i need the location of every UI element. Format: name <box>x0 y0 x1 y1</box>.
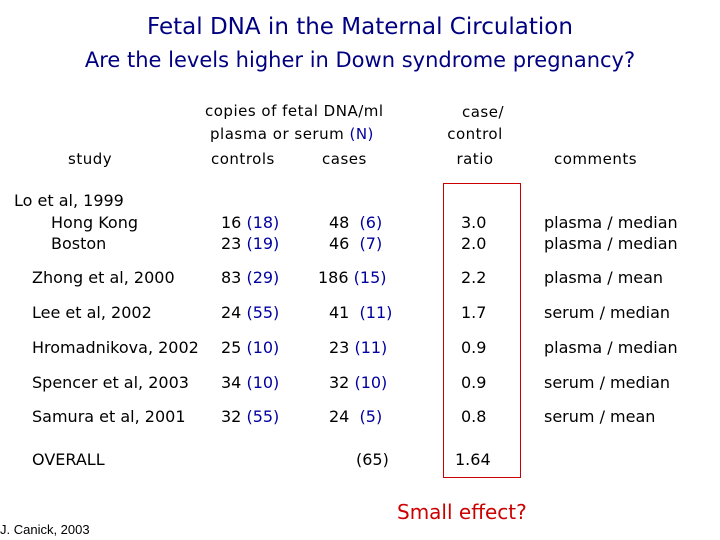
controls-value: 25 <box>221 338 242 357</box>
cases-n: (11) <box>359 303 393 322</box>
cases-cell: 186 (15) <box>318 268 386 287</box>
study-site: Boston <box>51 234 107 253</box>
header-study: study <box>68 150 113 168</box>
cases-value: 48 <box>329 213 350 232</box>
study-name: Hromadnikova, 2002 <box>32 338 199 357</box>
credit-text: J. Canick, 2003 <box>0 522 90 537</box>
controls-n: (10) <box>246 373 280 392</box>
controls-cell: 16 (18) <box>221 213 279 232</box>
header-ratio-line3: ratio <box>456 150 494 168</box>
cases-value: 46 <box>329 234 350 253</box>
controls-n: (55) <box>246 407 280 426</box>
controls-cell: 32 (55) <box>221 407 279 426</box>
cases-cell: 41 (11) <box>329 303 392 322</box>
study-name: Spencer et al, 2003 <box>32 373 189 392</box>
controls-cell: 23 (19) <box>221 234 279 253</box>
cases-n: (10) <box>354 373 388 392</box>
controls-cell: 25 (10) <box>221 338 279 357</box>
cases-cell: 48 (6) <box>329 213 382 232</box>
header-ratio-line1: case/ <box>461 103 505 121</box>
page-title: Fetal DNA in the Maternal Circulation <box>147 14 573 40</box>
comment-cell: plasma / mean <box>544 268 664 287</box>
header-n-label: (N) <box>349 125 374 143</box>
controls-n: (19) <box>246 234 280 253</box>
cases-value: 24 <box>329 407 350 426</box>
comment-cell: plasma / median <box>544 234 678 253</box>
study-name: Lee et al, 2002 <box>32 303 152 322</box>
ratio-cell: 1.7 <box>461 303 487 322</box>
comment-cell: plasma / median <box>544 213 678 232</box>
ratio-cell: 3.0 <box>461 213 487 232</box>
controls-value: 24 <box>221 303 242 322</box>
cases-value: 186 <box>318 268 349 287</box>
cases-value: 32 <box>329 373 350 392</box>
controls-n: (10) <box>246 338 280 357</box>
overall-cases-n: (65) <box>356 450 389 469</box>
page-subtitle: Are the levels higher in Down syndrome p… <box>84 48 636 72</box>
study-site: Hong Kong <box>51 213 138 232</box>
cases-n: (15) <box>353 268 387 287</box>
study-name: Samura et al, 2001 <box>32 407 186 426</box>
controls-value: 83 <box>221 268 242 287</box>
comment-cell: serum / median <box>544 303 671 322</box>
comment-cell: serum / median <box>544 373 671 392</box>
cases-value: 41 <box>329 303 350 322</box>
controls-value: 16 <box>221 213 242 232</box>
controls-n: (55) <box>246 303 280 322</box>
header-controls: controls <box>211 150 275 168</box>
ratio-highlight-box <box>443 183 521 478</box>
comment-cell: plasma / median <box>544 338 678 357</box>
controls-cell: 83 (29) <box>221 268 279 287</box>
cases-n: (11) <box>354 338 388 357</box>
effect-note: Small effect? <box>397 500 527 524</box>
controls-value: 32 <box>221 407 242 426</box>
controls-value: 23 <box>221 234 242 253</box>
cases-cell: 46 (7) <box>329 234 382 253</box>
controls-cell: 34 (10) <box>221 373 279 392</box>
comment-cell: serum / mean <box>544 407 656 426</box>
overall-label: OVERALL <box>32 450 105 469</box>
cases-cell: 32 (10) <box>329 373 387 392</box>
header-ratio-line2: control <box>447 125 503 143</box>
header-comments: comments <box>554 150 638 168</box>
header-copies-line2: plasma or serum (N) <box>210 125 374 143</box>
cases-cell: 23 (11) <box>329 338 387 357</box>
controls-cell: 24 (55) <box>221 303 279 322</box>
cases-value: 23 <box>329 338 350 357</box>
header-copies-line1: copies of fetal DNA/ml <box>205 102 384 120</box>
controls-n: (29) <box>246 268 280 287</box>
controls-n: (18) <box>246 213 280 232</box>
header-copies-line2-text: plasma or serum <box>210 125 350 143</box>
overall-ratio: 1.64 <box>455 450 491 469</box>
ratio-cell: 2.2 <box>461 268 487 287</box>
cases-n: (7) <box>359 234 383 253</box>
controls-value: 34 <box>221 373 242 392</box>
cases-cell: 24 (5) <box>329 407 382 426</box>
header-cases: cases <box>322 150 367 168</box>
ratio-cell: 0.8 <box>461 407 487 426</box>
study-name: Lo et al, 1999 <box>14 191 124 210</box>
study-name: Zhong et al, 2000 <box>32 268 175 287</box>
ratio-cell: 0.9 <box>461 373 487 392</box>
cases-n: (6) <box>359 213 383 232</box>
ratio-cell: 0.9 <box>461 338 487 357</box>
ratio-cell: 2.0 <box>461 234 487 253</box>
cases-n: (5) <box>359 407 383 426</box>
